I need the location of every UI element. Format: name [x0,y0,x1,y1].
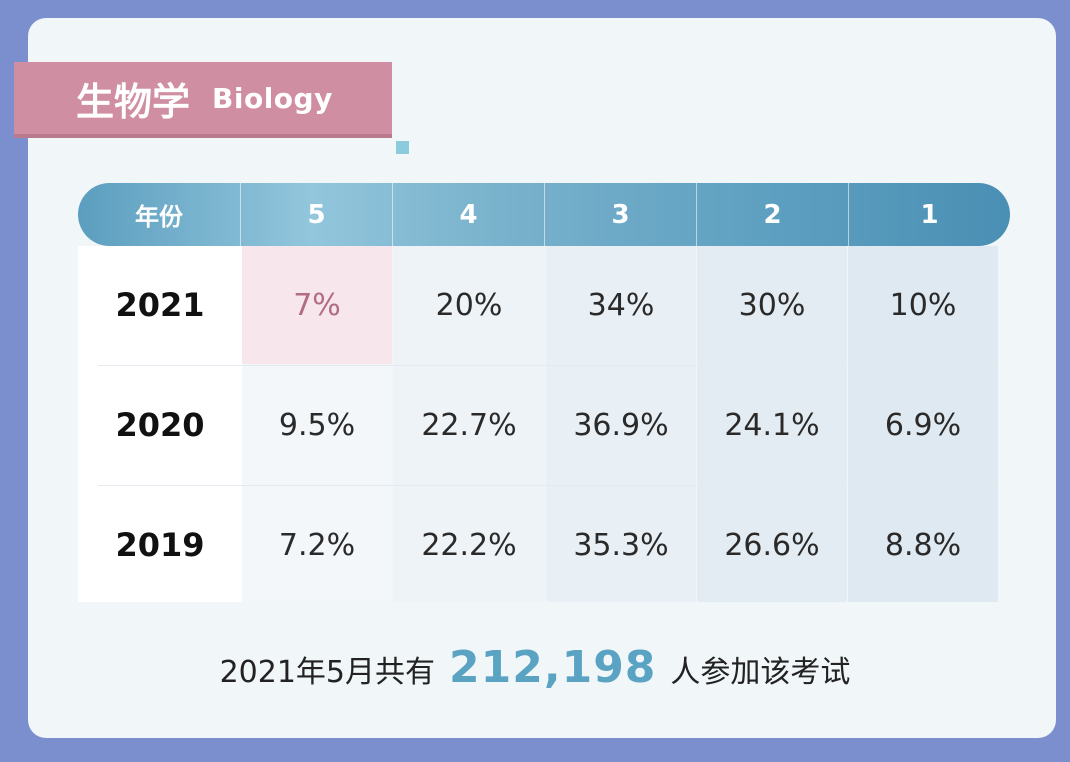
cell-2020-5: 9.5% [278,407,356,443]
cell-2021-3: 34% [587,287,655,323]
year-column [78,246,242,602]
title-chinese: 生物学 [76,79,191,124]
header-score-5: 5 [240,183,392,246]
cell-2020-1: 6.9% [884,407,962,443]
header-score-4: 4 [392,183,544,246]
cell-2021-5: 7% [293,287,341,323]
footer-summary: 2021年5月共有 212,198 人参加该考试 [0,642,1070,693]
cell-2019-2: 26.6% [724,527,820,563]
footer-suffix: 人参加该考试 [670,655,851,690]
header-score-1: 1 [848,183,1010,246]
cell-2019-4: 22.2% [421,527,517,563]
column-bg-2 [697,246,847,602]
column-bg-4 [393,246,545,602]
cell-2021-2: 30% [738,287,806,323]
cell-2021-1: 10% [889,287,957,323]
header-score-3: 3 [544,183,696,246]
table-header: 年份 5 4 3 2 1 [78,183,1010,246]
cell-2019-3: 35.3% [573,527,669,563]
column-bg-3 [546,246,696,602]
highlight-cell-bg [242,246,392,364]
participant-count: 212,198 [449,642,657,693]
cell-2019-1: 8.8% [884,527,962,563]
cell-2020-2: 24.1% [724,407,820,443]
header-score-2: 2 [696,183,848,246]
year-2020: 2020 [115,406,205,444]
footer-prefix: 2021年5月共有 [219,655,436,690]
column-bg-1 [848,246,998,602]
cell-2020-3: 36.9% [573,407,669,443]
decorative-square [396,141,409,154]
header-year: 年份 [135,203,183,231]
cell-2019-5: 7.2% [278,527,356,563]
year-2021: 2021 [115,286,205,324]
row-divider [98,365,998,366]
title-english: Biology [212,81,333,115]
cell-2020-4: 22.7% [421,407,517,443]
cell-2021-4: 20% [435,287,503,323]
year-2019: 2019 [115,526,205,564]
row-divider [98,485,998,486]
title-banner: 生物学 Biology [14,62,392,138]
